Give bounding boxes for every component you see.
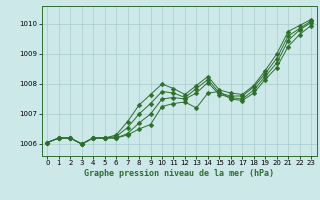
- X-axis label: Graphe pression niveau de la mer (hPa): Graphe pression niveau de la mer (hPa): [84, 169, 274, 178]
